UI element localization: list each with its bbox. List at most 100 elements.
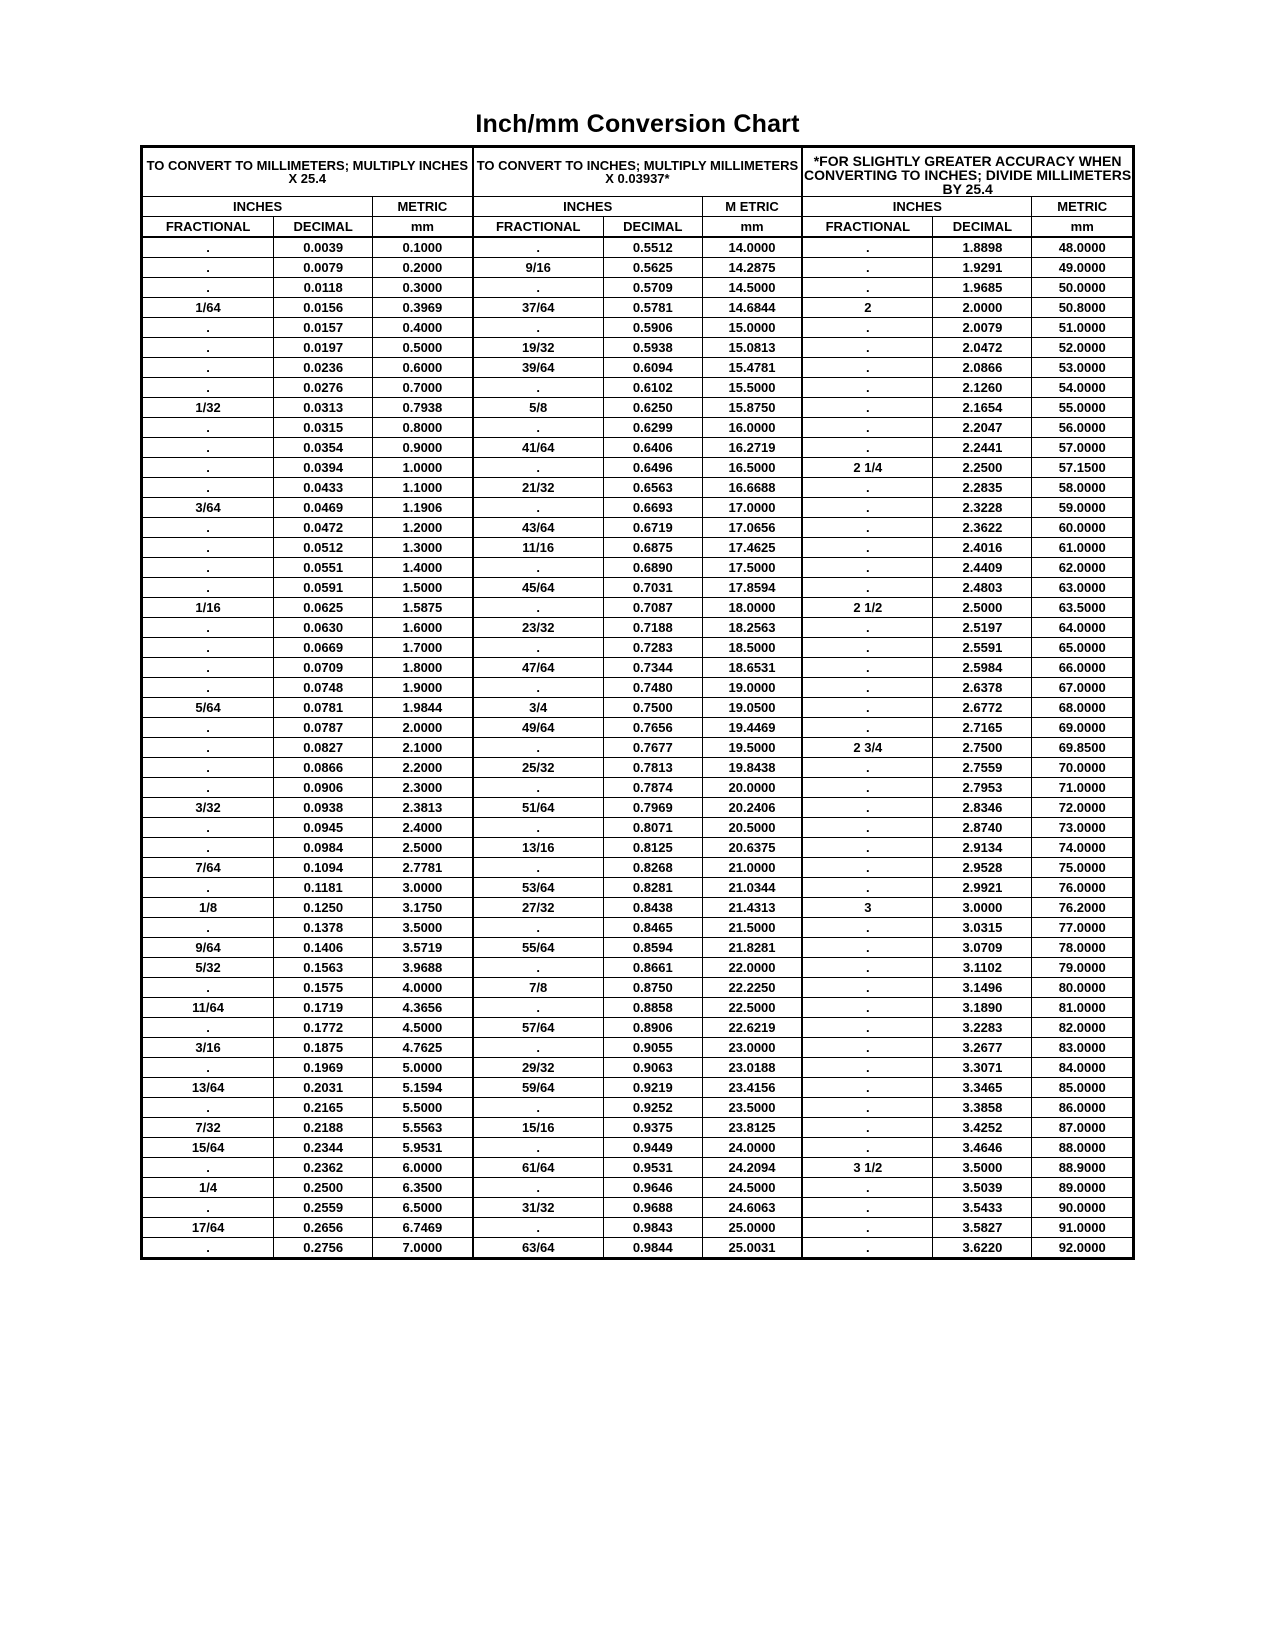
table-cell: 57/64 — [473, 1018, 604, 1038]
table-cell: 17.5000 — [702, 558, 802, 578]
table-cell: 20.6375 — [702, 838, 802, 858]
table-cell: . — [143, 1158, 274, 1178]
table-cell: 24.6063 — [702, 1198, 802, 1218]
table-cell: . — [143, 358, 274, 378]
table-cell: . — [802, 1198, 933, 1218]
table-cell: 2.8346 — [933, 798, 1032, 818]
table-cell: 3.1890 — [933, 998, 1032, 1018]
table-row: 1/320.03130.79385/80.625015.8750.2.16545… — [143, 398, 1132, 418]
table-cell: 0.2344 — [274, 1138, 373, 1158]
table-cell: 76.0000 — [1032, 878, 1132, 898]
table-row: .0.13783.5000.0.846521.5000.3.031577.000… — [143, 918, 1132, 938]
table-cell: 0.0748 — [274, 678, 373, 698]
table-cell: . — [802, 978, 933, 998]
table-cell: 84.0000 — [1032, 1058, 1132, 1078]
table-cell: 0.8268 — [603, 858, 702, 878]
table-cell: 72.0000 — [1032, 798, 1132, 818]
table-cell: . — [802, 1178, 933, 1198]
table-cell: 2.7165 — [933, 718, 1032, 738]
table-row: .0.02760.7000.0.610215.5000.2.126054.000… — [143, 378, 1132, 398]
table-cell: 17.0656 — [702, 518, 802, 538]
table-cell: 0.8906 — [603, 1018, 702, 1038]
table-cell: . — [802, 1238, 933, 1258]
table-cell: 3/32 — [143, 798, 274, 818]
table-cell: 0.1969 — [274, 1058, 373, 1078]
table-cell: 0.0354 — [274, 438, 373, 458]
table-cell: 0.2656 — [274, 1218, 373, 1238]
table-cell: 0.7677 — [603, 738, 702, 758]
table-cell: 66.0000 — [1032, 658, 1132, 678]
table-cell: 0.1719 — [274, 998, 373, 1018]
table-row: .0.27567.000063/640.984425.0031.3.622092… — [143, 1238, 1132, 1258]
table-cell: 68.0000 — [1032, 698, 1132, 718]
table-cell: 0.8281 — [603, 878, 702, 898]
table-cell: 0.0315 — [274, 418, 373, 438]
table-cell: 21.0000 — [702, 858, 802, 878]
table-cell: . — [802, 998, 933, 1018]
table-cell: 23.0000 — [702, 1038, 802, 1058]
table-cell: . — [802, 1038, 933, 1058]
table-cell: 0.8071 — [603, 818, 702, 838]
table-cell: 7.0000 — [373, 1238, 473, 1258]
table-cell: 0.9646 — [603, 1178, 702, 1198]
table-cell: . — [802, 378, 933, 398]
table-cell: . — [802, 938, 933, 958]
table-cell: 0.9844 — [603, 1238, 702, 1258]
table-cell: 19.4469 — [702, 718, 802, 738]
table-row: 3/320.09382.381351/640.796920.2406.2.834… — [143, 798, 1132, 818]
table-cell: 2.2500 — [933, 458, 1032, 478]
table-cell: . — [143, 237, 274, 258]
table-cell: 0.0551 — [274, 558, 373, 578]
table-row: 15/640.23445.9531.0.944924.0000.3.464688… — [143, 1138, 1132, 1158]
table-cell: . — [802, 338, 933, 358]
table-cell: 15/16 — [473, 1118, 604, 1138]
band-inches-1: INCHES — [143, 197, 373, 217]
table-cell: 2.0472 — [933, 338, 1032, 358]
table-cell: 0.6102 — [603, 378, 702, 398]
table-cell: . — [802, 678, 933, 698]
table-cell: 0.8858 — [603, 998, 702, 1018]
col-fractional-2: FRACTIONAL — [473, 217, 604, 238]
table-cell: 4.7625 — [373, 1038, 473, 1058]
table-cell: 0.7000 — [373, 378, 473, 398]
table-cell: . — [143, 318, 274, 338]
table-cell: 0.1875 — [274, 1038, 373, 1058]
table-cell: 50.0000 — [1032, 278, 1132, 298]
table-cell: 0.6496 — [603, 458, 702, 478]
table-cell: 0.9375 — [603, 1118, 702, 1138]
table-cell: . — [473, 278, 604, 298]
table-cell: 0.9063 — [603, 1058, 702, 1078]
table-cell: 17.0000 — [702, 498, 802, 518]
table-cell: . — [802, 358, 933, 378]
table-cell: . — [473, 598, 604, 618]
table-cell: 14.6844 — [702, 298, 802, 318]
table-row: .0.05121.300011/160.687517.4625.2.401661… — [143, 538, 1132, 558]
band-inches-3: INCHES — [802, 197, 1032, 217]
table-cell: 51/64 — [473, 798, 604, 818]
table-row: .0.06301.600023/320.718818.2563.2.519764… — [143, 618, 1132, 638]
table-cell: 18.5000 — [702, 638, 802, 658]
table-cell: 49.0000 — [1032, 258, 1132, 278]
table-cell: 19.8438 — [702, 758, 802, 778]
table-cell: 0.8000 — [373, 418, 473, 438]
table-cell: 0.1563 — [274, 958, 373, 978]
conversion-table: TO CONVERT TO MILLIMETERS; MULTIPLY INCH… — [143, 148, 1132, 1257]
table-row: .0.15754.00007/80.875022.2250.3.149680.0… — [143, 978, 1132, 998]
table-cell: . — [473, 458, 604, 478]
table-cell: 22.0000 — [702, 958, 802, 978]
table-cell: . — [802, 778, 933, 798]
table-cell: 15.5000 — [702, 378, 802, 398]
table-cell: 1.6000 — [373, 618, 473, 638]
table-cell: 0.9252 — [603, 1098, 702, 1118]
table-cell: 7/64 — [143, 858, 274, 878]
table-cell: 2.0079 — [933, 318, 1032, 338]
table-row: .0.01970.500019/320.593815.0813.2.047252… — [143, 338, 1132, 358]
table-cell: 1.0000 — [373, 458, 473, 478]
table-cell: . — [802, 918, 933, 938]
table-cell: 15.0000 — [702, 318, 802, 338]
table-cell: 0.0313 — [274, 398, 373, 418]
table-row: 9/640.14063.571955/640.859421.8281.3.070… — [143, 938, 1132, 958]
table-row: 7/320.21885.556315/160.937523.8125.3.425… — [143, 1118, 1132, 1138]
table-cell: . — [473, 778, 604, 798]
table-cell: 5/64 — [143, 698, 274, 718]
